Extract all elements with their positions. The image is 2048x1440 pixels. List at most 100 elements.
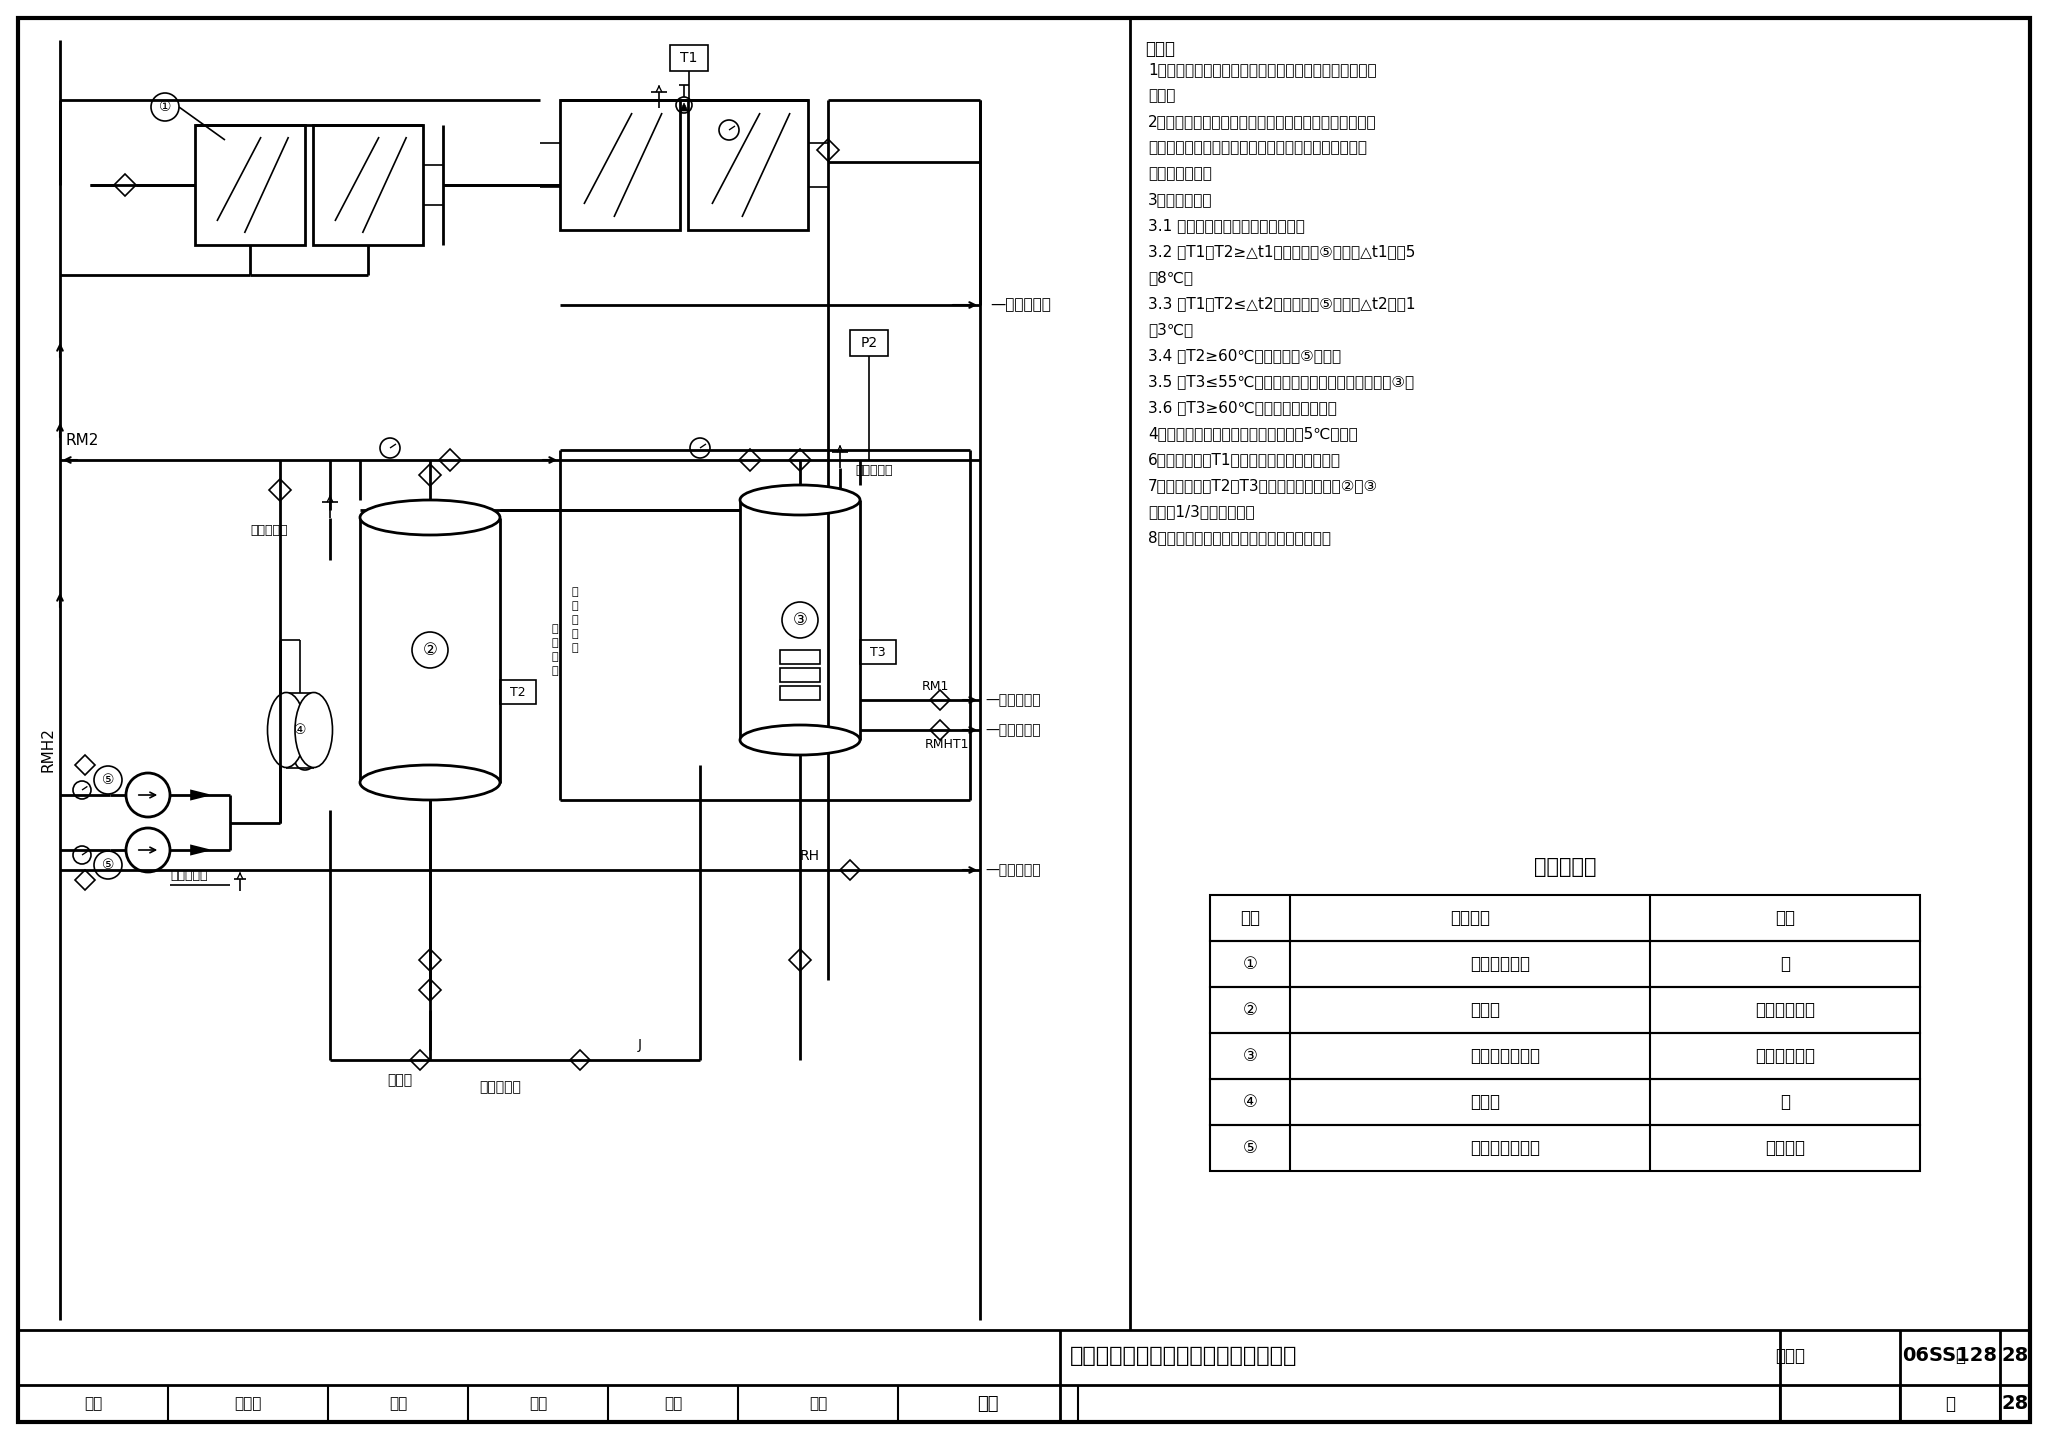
Text: T3: T3 bbox=[870, 645, 887, 658]
Polygon shape bbox=[268, 480, 291, 501]
Text: 28: 28 bbox=[2001, 1394, 2030, 1413]
Polygon shape bbox=[569, 1050, 590, 1070]
Text: 7．温度传感器T2、T3设在容积式水加热器②、③: 7．温度传感器T2、T3设在容积式水加热器②、③ bbox=[1149, 478, 1378, 492]
Ellipse shape bbox=[739, 724, 860, 755]
Text: 接至安全处: 接至安全处 bbox=[854, 464, 893, 477]
Bar bbox=[670, 45, 709, 71]
Text: 3.2 当T1－T2≥△t1时，循环泵⑤启动，△t1宜取5: 3.2 当T1－T2≥△t1时，循环泵⑤启动，△t1宜取5 bbox=[1149, 243, 1415, 259]
Text: 设备名称: 设备名称 bbox=[1450, 909, 1491, 927]
Text: 06SS128: 06SS128 bbox=[1903, 1346, 1997, 1365]
Text: 8．本图是按照平板型太阳能集热器绘制的。: 8．本图是按照平板型太阳能集热器绘制的。 bbox=[1149, 530, 1331, 544]
Text: 控
制
安
全: 控 制 安 全 bbox=[551, 624, 559, 675]
Text: ①: ① bbox=[160, 99, 172, 114]
Text: 主要设备表: 主要设备表 bbox=[1534, 857, 1595, 877]
Text: J: J bbox=[639, 1038, 641, 1053]
Bar bbox=[1210, 1079, 1921, 1125]
Ellipse shape bbox=[268, 693, 305, 768]
Polygon shape bbox=[190, 791, 209, 799]
Bar bbox=[1210, 1032, 1921, 1079]
Text: 说明：: 说明： bbox=[1145, 40, 1176, 58]
Text: 何漪: 何漪 bbox=[977, 1394, 999, 1413]
Text: 何涛: 何涛 bbox=[809, 1395, 827, 1411]
Text: 强制循环直接加热系统原理图（双罐）: 强制循环直接加热系统原理图（双罐） bbox=[1069, 1345, 1296, 1365]
Text: 太阳能集热器: 太阳能集热器 bbox=[1470, 955, 1530, 973]
Text: ③: ③ bbox=[793, 611, 807, 629]
Text: 编号: 编号 bbox=[1239, 909, 1260, 927]
Polygon shape bbox=[930, 690, 950, 710]
Text: ②: ② bbox=[422, 641, 438, 660]
Text: 3.5 当T3≤55℃时，供给热媒加热容积式水加热器③；: 3.5 当T3≤55℃时，供给热媒加热容积式水加热器③； bbox=[1149, 374, 1413, 389]
Text: 1．本系统适用于自来水压力能满足系统最不利点水压的: 1．本系统适用于自来水压力能满足系统最不利点水压的 bbox=[1149, 62, 1376, 76]
Text: 立式，供热用: 立式，供热用 bbox=[1755, 1047, 1815, 1066]
Text: 郑瑞源: 郑瑞源 bbox=[233, 1395, 262, 1411]
Bar bbox=[500, 680, 537, 704]
Text: 一用一备: 一用一备 bbox=[1765, 1139, 1804, 1156]
Bar bbox=[1210, 1125, 1921, 1171]
Ellipse shape bbox=[360, 500, 500, 536]
Text: —热媒供水管: —热媒供水管 bbox=[985, 693, 1040, 707]
Text: ①: ① bbox=[1243, 955, 1257, 973]
Polygon shape bbox=[739, 449, 762, 471]
Polygon shape bbox=[930, 720, 950, 740]
Text: 页: 页 bbox=[1946, 1394, 1956, 1413]
Text: 承压式太阳能集热器。集热器设在屋顶，其它设备可灵: 承压式太阳能集热器。集热器设在屋顶，其它设备可灵 bbox=[1149, 140, 1366, 156]
Bar bbox=[780, 649, 819, 664]
Text: 立式，贮热用: 立式，贮热用 bbox=[1755, 1001, 1815, 1020]
Polygon shape bbox=[420, 464, 440, 487]
Text: ～3℃；: ～3℃； bbox=[1149, 323, 1194, 337]
Text: T2: T2 bbox=[510, 685, 526, 698]
Bar bbox=[1210, 986, 1921, 1032]
Polygon shape bbox=[410, 1050, 430, 1070]
Polygon shape bbox=[438, 449, 461, 471]
Text: ④: ④ bbox=[293, 723, 307, 737]
Polygon shape bbox=[190, 845, 209, 854]
Text: ⑤: ⑤ bbox=[1243, 1139, 1257, 1156]
Text: 排污管: 排污管 bbox=[387, 1073, 412, 1087]
Text: RM2: RM2 bbox=[66, 433, 98, 448]
Text: 3.4 当T2≥60℃时，循环泵⑤关闭；: 3.4 当T2≥60℃时，循环泵⑤关闭； bbox=[1149, 348, 1341, 363]
Bar bbox=[860, 639, 897, 664]
Text: ⑤: ⑤ bbox=[102, 773, 115, 788]
Text: ②: ② bbox=[1243, 1001, 1257, 1020]
Polygon shape bbox=[817, 140, 840, 161]
Ellipse shape bbox=[739, 485, 860, 516]
Text: 生活给水管: 生活给水管 bbox=[479, 1080, 520, 1094]
Bar bbox=[313, 125, 424, 245]
Text: 3.6 当T3≥60℃时，热媒停止供给。: 3.6 当T3≥60℃时，热媒停止供给。 bbox=[1149, 400, 1337, 415]
Text: 备注: 备注 bbox=[1776, 909, 1794, 927]
Bar bbox=[559, 99, 680, 230]
Text: —热媒回水管: —热媒回水管 bbox=[985, 723, 1040, 737]
Text: P2: P2 bbox=[860, 336, 877, 350]
Text: 设计: 设计 bbox=[664, 1395, 682, 1411]
Polygon shape bbox=[788, 949, 811, 971]
Text: 底部约1/3罐体高度处。: 底部约1/3罐体高度处。 bbox=[1149, 504, 1255, 518]
Polygon shape bbox=[76, 755, 94, 775]
Text: T1: T1 bbox=[680, 50, 698, 65]
Text: ④: ④ bbox=[1243, 1093, 1257, 1112]
Text: 6．温度传感器T1设在集热系统出口最高点。: 6．温度传感器T1设在集热系统出口最高点。 bbox=[1149, 452, 1341, 467]
Polygon shape bbox=[76, 870, 94, 890]
Text: 接至安全处: 接至安全处 bbox=[170, 868, 207, 881]
Polygon shape bbox=[680, 104, 688, 111]
Text: 集热系统循环泵: 集热系统循环泵 bbox=[1470, 1139, 1540, 1156]
Text: －: － bbox=[1780, 955, 1790, 973]
Text: 李忠: 李忠 bbox=[528, 1395, 547, 1411]
Text: 校对: 校对 bbox=[389, 1395, 408, 1411]
Text: 28: 28 bbox=[2001, 1346, 2030, 1365]
Text: 接至安全处: 接至安全处 bbox=[250, 524, 287, 537]
Text: RMH2: RMH2 bbox=[41, 727, 55, 772]
Text: ～8℃；: ～8℃； bbox=[1149, 271, 1194, 285]
Text: 活布置在室内。: 活布置在室内。 bbox=[1149, 166, 1212, 181]
Bar bbox=[1210, 940, 1921, 986]
Polygon shape bbox=[420, 949, 440, 971]
Text: 贮热罐: 贮热罐 bbox=[1470, 1001, 1499, 1020]
Text: RH: RH bbox=[801, 850, 819, 863]
Text: 容积式水加热器: 容积式水加热器 bbox=[1470, 1047, 1540, 1066]
Text: 膨胀罐: 膨胀罐 bbox=[1470, 1093, 1499, 1112]
Text: ③: ③ bbox=[1243, 1047, 1257, 1066]
Ellipse shape bbox=[295, 693, 332, 768]
Text: —热水给水管: —热水给水管 bbox=[989, 298, 1051, 312]
Text: 图集号: 图集号 bbox=[1776, 1346, 1804, 1365]
Ellipse shape bbox=[360, 765, 500, 801]
Bar bbox=[1210, 896, 1921, 940]
